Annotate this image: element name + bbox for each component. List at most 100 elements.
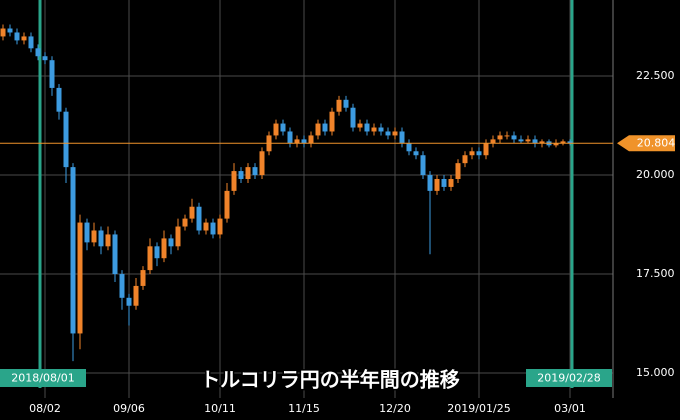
candle-body bbox=[560, 141, 566, 144]
candle-body bbox=[483, 143, 489, 156]
x-tick-label: 12/20 bbox=[379, 402, 411, 415]
y-tick-label: 20.000 bbox=[636, 168, 675, 181]
marker-label: 2018/08/01 bbox=[11, 372, 74, 385]
candle-body bbox=[245, 167, 251, 180]
candle-body bbox=[385, 131, 391, 136]
candle-body bbox=[504, 135, 510, 137]
candle-body bbox=[21, 36, 27, 41]
candle-body bbox=[567, 141, 573, 144]
candle-body bbox=[490, 139, 496, 144]
candle-body bbox=[427, 175, 433, 191]
x-tick-label: 11/15 bbox=[288, 402, 320, 415]
x-tick-label: 03/01 bbox=[554, 402, 586, 415]
candle-body bbox=[294, 139, 300, 144]
candle-body bbox=[413, 151, 419, 156]
candle-body bbox=[462, 155, 468, 164]
candle-body bbox=[189, 206, 195, 219]
x-tick-label: 2019/01/25 bbox=[447, 402, 510, 415]
candle-body bbox=[238, 171, 244, 180]
y-tick-label: 15.000 bbox=[636, 366, 675, 379]
candle-body bbox=[399, 131, 405, 144]
candle-body bbox=[14, 32, 20, 41]
candle-body bbox=[182, 218, 188, 227]
candle-body bbox=[350, 107, 356, 128]
marker-label: 2019/02/28 bbox=[537, 372, 600, 385]
candle-body bbox=[357, 123, 363, 128]
candle-body bbox=[469, 151, 475, 156]
candle-body bbox=[49, 60, 55, 88]
candle-body bbox=[7, 28, 13, 33]
candle-body bbox=[378, 127, 384, 132]
candle-body bbox=[301, 139, 307, 144]
candle-body bbox=[77, 222, 83, 334]
candle-body bbox=[287, 131, 293, 144]
candle-body bbox=[280, 123, 286, 132]
candle-body bbox=[210, 222, 216, 235]
candle-body bbox=[84, 222, 90, 243]
candle-body bbox=[322, 123, 328, 132]
candle-body bbox=[448, 179, 454, 187]
candle-body bbox=[217, 218, 223, 235]
candle-body bbox=[525, 139, 531, 142]
candle-body bbox=[364, 123, 370, 132]
candle-body bbox=[532, 139, 538, 144]
candle-body bbox=[273, 123, 279, 136]
candle-body bbox=[420, 155, 426, 176]
candle-body bbox=[343, 99, 349, 108]
candle-body bbox=[56, 87, 62, 112]
x-tick-label: 10/11 bbox=[204, 402, 236, 415]
candle-body bbox=[406, 143, 412, 152]
candle-body bbox=[539, 141, 545, 144]
candle-body bbox=[112, 234, 118, 275]
marker-label-box bbox=[0, 369, 86, 387]
candle-body bbox=[441, 179, 447, 187]
candle-body bbox=[203, 222, 209, 231]
y-tick-label: 17.500 bbox=[636, 267, 675, 280]
candle-body bbox=[511, 135, 517, 140]
current-price-label: 20.804 bbox=[637, 137, 676, 150]
candle-body bbox=[119, 274, 125, 298]
marker-label-box bbox=[526, 369, 612, 387]
candle-body bbox=[63, 111, 69, 168]
candle-body bbox=[259, 151, 265, 176]
candle-body bbox=[231, 171, 237, 191]
candle-body bbox=[336, 99, 342, 112]
candle-body bbox=[329, 111, 335, 132]
candle-body bbox=[497, 135, 503, 140]
candle-body bbox=[168, 238, 174, 247]
x-tick-label: 08/02 bbox=[29, 402, 61, 415]
y-tick-label: 22.500 bbox=[636, 69, 675, 82]
candle-body bbox=[476, 151, 482, 156]
candle-body bbox=[196, 206, 202, 231]
candle-body bbox=[154, 246, 160, 259]
x-tick-label: 09/06 bbox=[113, 402, 145, 415]
candle-body bbox=[434, 179, 440, 191]
candle-body bbox=[91, 230, 97, 243]
candle-body bbox=[126, 297, 132, 306]
candle-body bbox=[0, 28, 6, 37]
candle-body bbox=[175, 226, 181, 247]
candle-body bbox=[42, 56, 48, 61]
candle-body bbox=[392, 131, 398, 136]
candle-body bbox=[70, 167, 76, 334]
candle-body bbox=[161, 238, 167, 259]
current-price-box bbox=[617, 135, 675, 152]
candle-body bbox=[133, 285, 139, 306]
candle-body bbox=[224, 190, 230, 219]
candle-body bbox=[28, 36, 34, 49]
candle-body bbox=[518, 139, 524, 142]
candle-body bbox=[371, 127, 377, 132]
candle-body bbox=[308, 135, 314, 144]
candle-body bbox=[140, 270, 146, 286]
chart-title: トルコリラ円の半年間の推移 bbox=[200, 368, 460, 392]
candle-body bbox=[105, 234, 111, 247]
candle-body bbox=[252, 167, 258, 176]
candle-body bbox=[553, 143, 559, 146]
candle-body bbox=[455, 163, 461, 180]
candle-body bbox=[35, 48, 41, 57]
candle-body bbox=[147, 246, 153, 271]
candle-body bbox=[315, 123, 321, 136]
candle-body bbox=[98, 230, 104, 247]
